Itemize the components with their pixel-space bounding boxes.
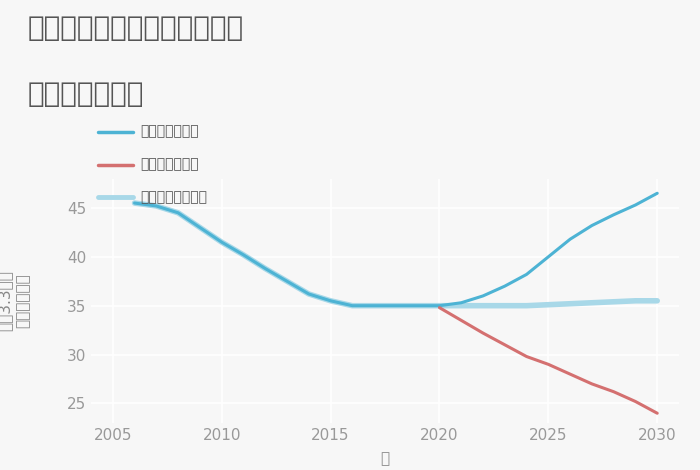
グッドシナリオ (500, 283, 509, 289)
Text: グッドシナリオ: グッドシナリオ (140, 125, 199, 139)
グッドシナリオ (392, 303, 400, 308)
グッドシナリオ (326, 298, 335, 304)
Text: ノーマルシナリオ: ノーマルシナリオ (140, 190, 207, 204)
グッドシナリオ (653, 190, 662, 196)
バッドシナリオ (457, 318, 466, 323)
グッドシナリオ (610, 212, 618, 218)
バッドシナリオ (500, 342, 509, 348)
ノーマルシナリオ (304, 291, 313, 297)
ノーマルシナリオ (610, 299, 618, 305)
グッドシナリオ (479, 293, 487, 299)
バッドシナリオ (435, 305, 444, 311)
ノーマルシナリオ (326, 298, 335, 304)
Text: バッドシナリオ: バッドシナリオ (140, 157, 199, 172)
バッドシナリオ (653, 410, 662, 416)
ノーマルシナリオ (479, 303, 487, 308)
グッドシナリオ (196, 225, 204, 230)
バッドシナリオ (544, 361, 552, 367)
グッドシナリオ (370, 303, 378, 308)
グッドシナリオ (283, 278, 291, 284)
ノーマルシナリオ (435, 303, 444, 308)
Text: 坪（3.3㎡）
単価（万円）: 坪（3.3㎡） 単価（万円） (0, 270, 30, 331)
ノーマルシナリオ (392, 303, 400, 308)
ノーマルシナリオ (414, 303, 422, 308)
ノーマルシナリオ (152, 203, 160, 209)
バッドシナリオ (479, 330, 487, 336)
グッドシナリオ (631, 202, 640, 208)
ノーマルシナリオ (261, 266, 270, 271)
ノーマルシナリオ (566, 301, 574, 306)
グッドシナリオ (130, 200, 139, 206)
グッドシナリオ (348, 303, 356, 308)
バッドシナリオ (610, 389, 618, 394)
グッドシナリオ (239, 252, 248, 258)
グッドシナリオ (174, 210, 182, 216)
Text: 三重県津市安濃町田端上野の: 三重県津市安濃町田端上野の (28, 14, 244, 42)
バッドシナリオ (631, 399, 640, 404)
ノーマルシナリオ (239, 252, 248, 258)
ノーマルシナリオ (348, 303, 356, 308)
ノーマルシナリオ (631, 298, 640, 304)
ノーマルシナリオ (283, 278, 291, 284)
グッドシナリオ (566, 236, 574, 242)
グッドシナリオ (522, 272, 531, 277)
X-axis label: 年: 年 (380, 451, 390, 466)
ノーマルシナリオ (174, 210, 182, 216)
Line: グッドシナリオ: グッドシナリオ (134, 193, 657, 306)
グッドシナリオ (544, 254, 552, 259)
ノーマルシナリオ (588, 300, 596, 306)
ノーマルシナリオ (457, 303, 466, 308)
グッドシナリオ (152, 203, 160, 209)
バッドシナリオ (522, 354, 531, 360)
ノーマルシナリオ (196, 225, 204, 230)
Text: 土地の価格推移: 土地の価格推移 (28, 80, 144, 108)
Line: バッドシナリオ: バッドシナリオ (440, 308, 657, 413)
Line: ノーマルシナリオ: ノーマルシナリオ (134, 203, 657, 306)
グッドシナリオ (218, 239, 226, 245)
ノーマルシナリオ (522, 303, 531, 308)
ノーマルシナリオ (370, 303, 378, 308)
グッドシナリオ (261, 266, 270, 271)
バッドシナリオ (588, 381, 596, 387)
ノーマルシナリオ (130, 200, 139, 206)
ノーマルシナリオ (544, 302, 552, 307)
グッドシナリオ (457, 300, 466, 306)
グッドシナリオ (304, 291, 313, 297)
グッドシナリオ (435, 303, 444, 308)
グッドシナリオ (414, 303, 422, 308)
ノーマルシナリオ (653, 298, 662, 304)
グッドシナリオ (588, 223, 596, 228)
ノーマルシナリオ (218, 239, 226, 245)
バッドシナリオ (566, 371, 574, 377)
ノーマルシナリオ (500, 303, 509, 308)
